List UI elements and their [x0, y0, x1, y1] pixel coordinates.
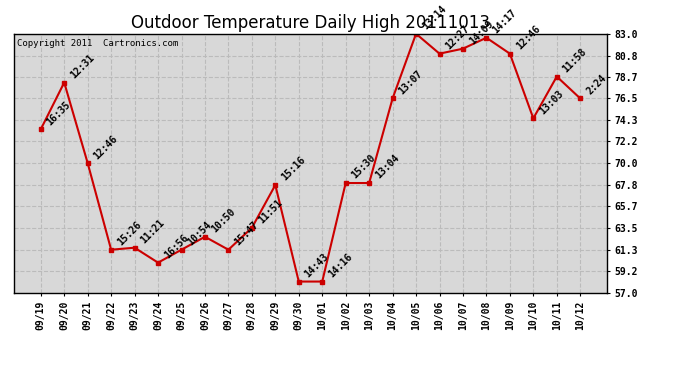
Text: 10:50: 10:50: [209, 207, 237, 235]
Text: 14:17: 14:17: [491, 8, 518, 36]
Text: Copyright 2011  Cartronics.com: Copyright 2011 Cartronics.com: [17, 39, 178, 48]
Text: 15:16: 15:16: [279, 155, 307, 183]
Text: 14:43: 14:43: [303, 252, 331, 279]
Text: 14:09: 14:09: [467, 19, 495, 46]
Text: 12:46: 12:46: [514, 24, 542, 51]
Text: 11:21: 11:21: [139, 218, 166, 246]
Text: 12:46: 12:46: [92, 133, 119, 161]
Text: 12:31: 12:31: [68, 53, 96, 80]
Text: 15:47: 15:47: [233, 220, 260, 248]
Text: 13:14: 13:14: [420, 4, 448, 32]
Text: 13:03: 13:03: [538, 88, 565, 116]
Text: 11:58: 11:58: [561, 46, 589, 74]
Text: 11:51: 11:51: [256, 198, 284, 226]
Text: 2:24: 2:24: [584, 73, 608, 96]
Text: 13:04: 13:04: [373, 153, 401, 181]
Text: 12:27: 12:27: [444, 24, 471, 51]
Text: 14:16: 14:16: [326, 252, 354, 279]
Text: 15:26: 15:26: [115, 220, 143, 248]
Text: 16:35: 16:35: [45, 99, 72, 127]
Text: 15:30: 15:30: [350, 153, 377, 181]
Title: Outdoor Temperature Daily High 20111013: Outdoor Temperature Daily High 20111013: [131, 14, 490, 32]
Text: 13:07: 13:07: [397, 68, 424, 96]
Text: 10:54: 10:54: [186, 220, 213, 248]
Text: 16:56: 16:56: [162, 232, 190, 261]
